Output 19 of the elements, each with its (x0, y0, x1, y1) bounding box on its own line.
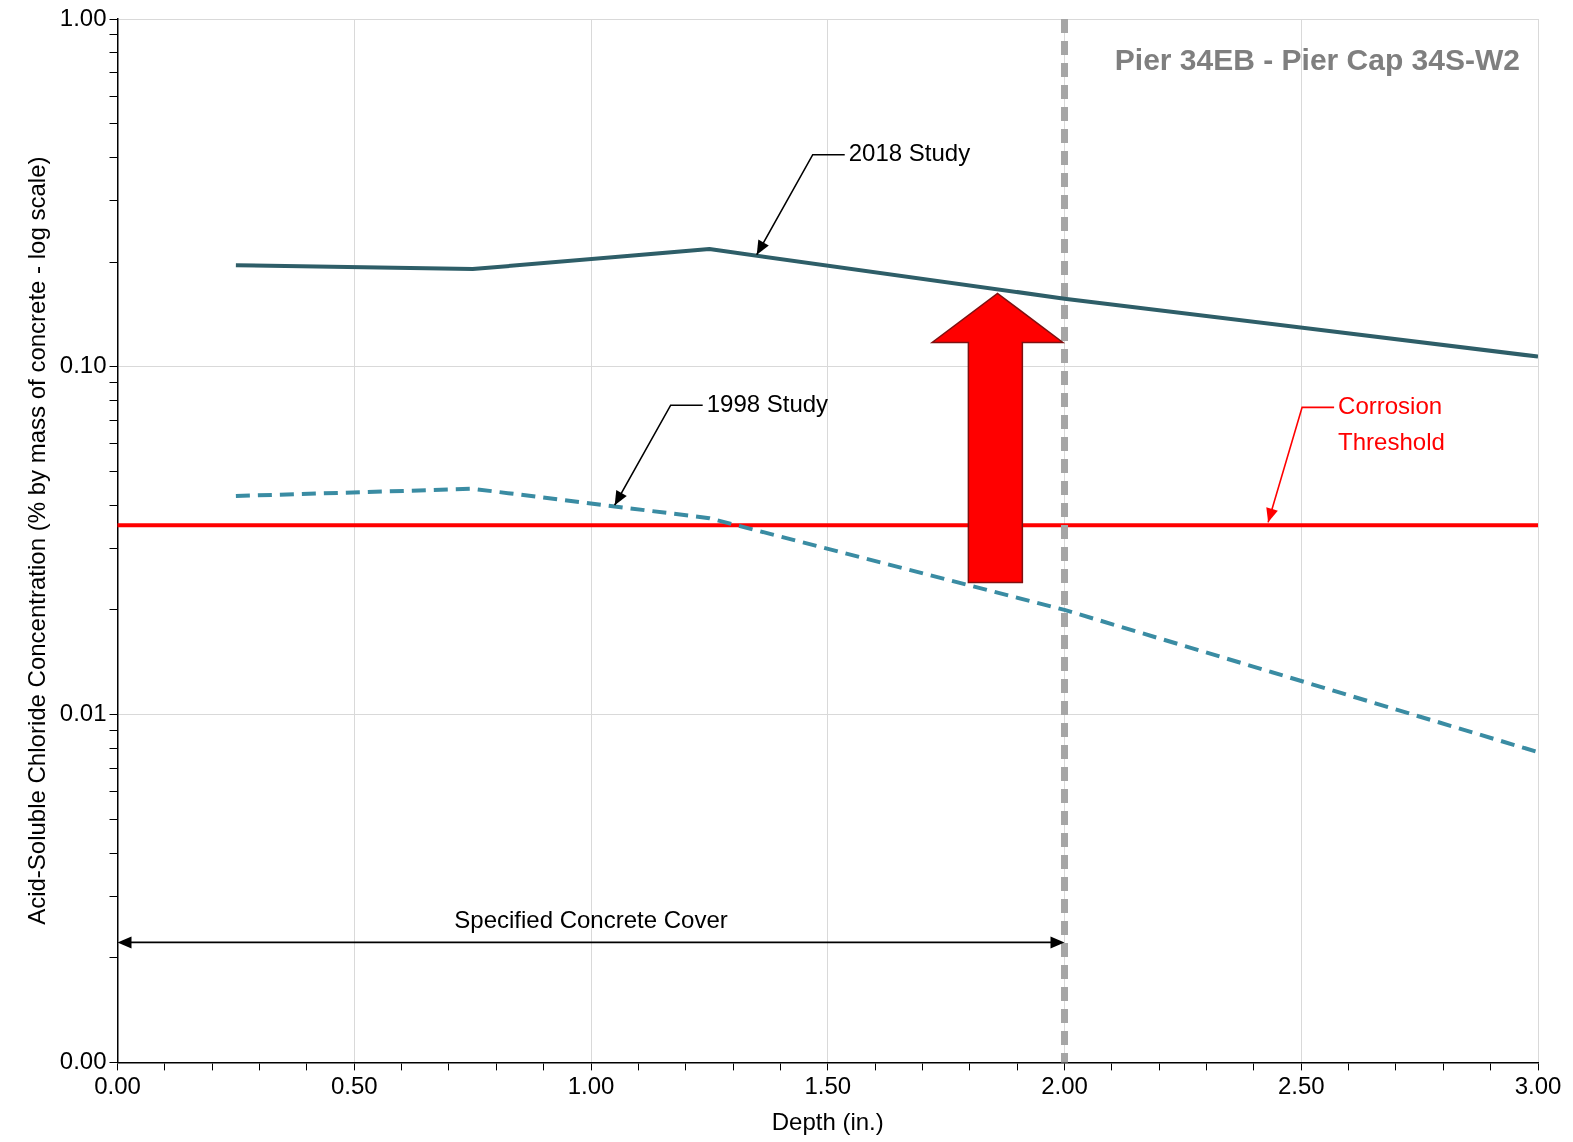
x-axis-title: Depth (in.) (771, 1108, 884, 1136)
x-tick-label: 1.00 (567, 1072, 615, 1100)
annotation: 2018 Study (848, 139, 971, 167)
x-tick-label: 2.50 (1277, 1072, 1325, 1100)
y-axis-title: Acid-Soluble Chloride Concentration (% by mass of concrete - log scale) (23, 156, 51, 925)
ref-line-label: Corrosion Threshold (1338, 392, 1445, 455)
y-tick-label: 0.00 (59, 1047, 107, 1075)
y-tick-label: 1.00 (59, 3, 107, 31)
x-tick-label: 2.00 (1041, 1072, 1088, 1100)
y-tick-label: 0.01 (59, 699, 107, 727)
annotation: 1998 Study (706, 389, 829, 417)
x-tick-label: 0.50 (330, 1072, 378, 1100)
x-tick-label: 0.00 (94, 1072, 141, 1100)
line-series (233, 486, 1538, 755)
annotation: Specified Concrete Cover (454, 906, 728, 934)
x-tick-label: 1.50 (804, 1072, 852, 1100)
y-tick-label: 0.10 (59, 351, 107, 379)
text: Pier 34EB - Pier Cap 34S-W2 (1114, 43, 1520, 77)
x-tick-label: 3.00 (1514, 1072, 1562, 1100)
